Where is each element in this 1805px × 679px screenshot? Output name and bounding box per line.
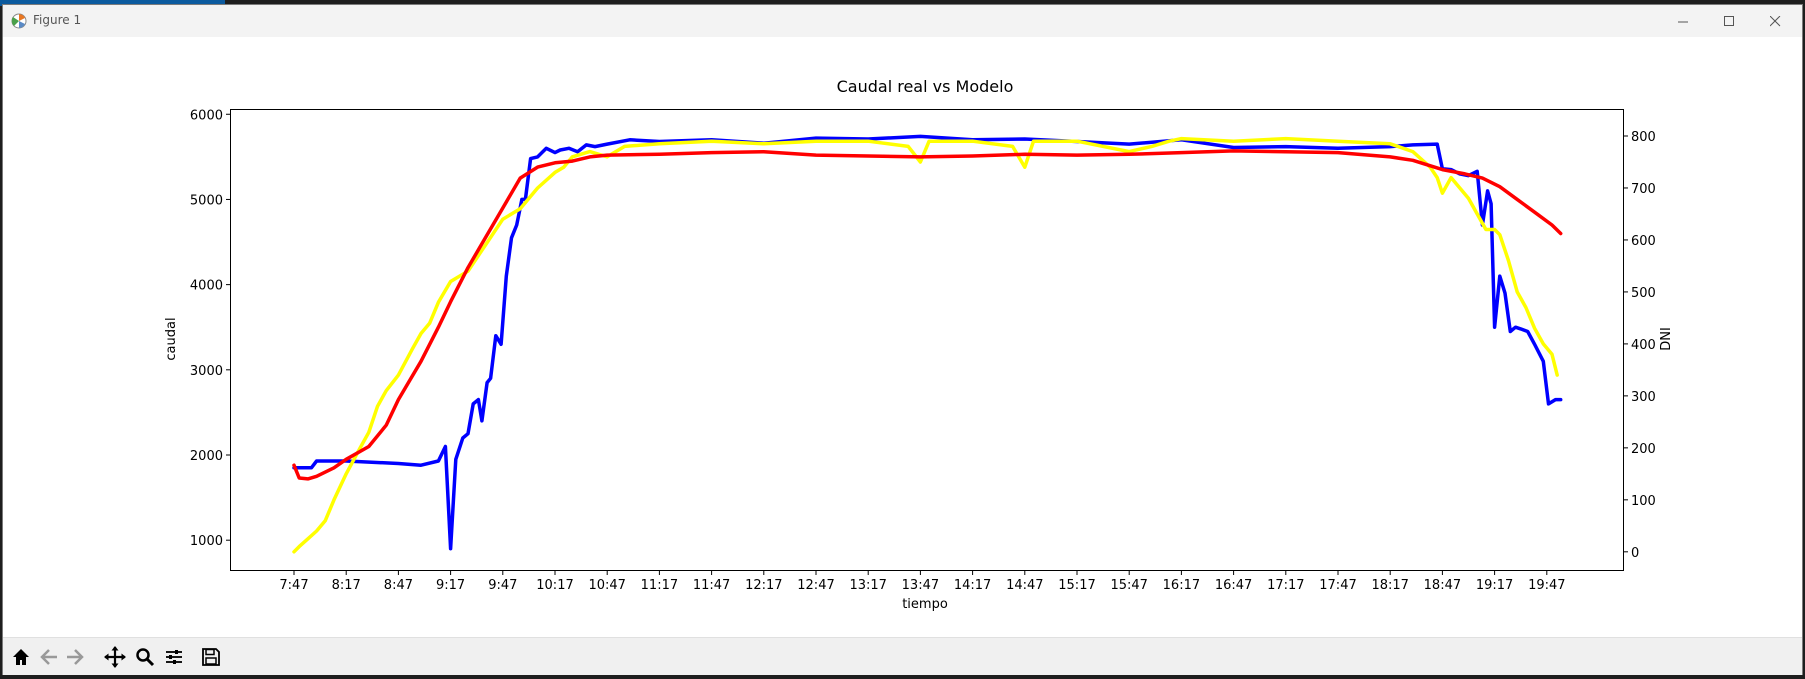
x-tick-label: 13:17 bbox=[849, 578, 886, 593]
y-right-tick-label: 700 bbox=[1631, 182, 1656, 197]
save-button[interactable] bbox=[199, 646, 223, 668]
y-right-tick-label: 0 bbox=[1631, 546, 1639, 561]
y-right-tick-label: 800 bbox=[1631, 130, 1656, 145]
navigation-toolbar bbox=[3, 637, 1802, 675]
y-tick-label: 1000 bbox=[190, 534, 223, 549]
back-button[interactable] bbox=[37, 646, 61, 668]
x-tick-label: 11:17 bbox=[641, 578, 678, 593]
y-right-axis-label: DNI bbox=[1659, 327, 1674, 351]
zoom-button[interactable] bbox=[133, 646, 157, 668]
minimize-button[interactable] bbox=[1660, 5, 1706, 37]
x-tick-label: 15:17 bbox=[1058, 578, 1095, 593]
x-tick-label: 10:17 bbox=[536, 578, 573, 593]
zoom-icon bbox=[136, 648, 155, 667]
x-tick-label: 14:47 bbox=[1006, 578, 1043, 593]
x-tick-label: 13:47 bbox=[902, 578, 939, 593]
plot-frame bbox=[230, 109, 1624, 571]
x-tick-label: 11:47 bbox=[693, 578, 730, 593]
x-tick-label: 18:47 bbox=[1424, 578, 1461, 593]
y-tick-label: 6000 bbox=[190, 108, 223, 123]
background-editor-strip bbox=[0, 0, 1805, 6]
forward-icon bbox=[67, 649, 84, 665]
x-tick-label: 15:47 bbox=[1110, 578, 1147, 593]
forward-button[interactable] bbox=[63, 646, 87, 668]
x-tick-label: 17:17 bbox=[1267, 578, 1304, 593]
y-right-tick-label: 200 bbox=[1631, 442, 1656, 457]
figure-canvas[interactable]: Caudal real vs Modelo tiempo caudal DNI … bbox=[3, 37, 1802, 637]
x-tick-label: 12:47 bbox=[797, 578, 834, 593]
x-tick-label: 7:47 bbox=[279, 578, 308, 593]
configure-subplots-button[interactable] bbox=[162, 646, 186, 668]
chart-title: Caudal real vs Modelo bbox=[837, 77, 1014, 96]
x-axis-label: tiempo bbox=[902, 597, 948, 612]
x-tick-label: 17:47 bbox=[1319, 578, 1356, 593]
y-tick-label: 3000 bbox=[190, 364, 223, 379]
x-tick-label: 8:17 bbox=[332, 578, 361, 593]
y-tick-label: 5000 bbox=[190, 193, 223, 208]
matplotlib-app-icon bbox=[11, 13, 27, 29]
x-tick-label: 16:17 bbox=[1163, 578, 1200, 593]
close-icon bbox=[1769, 15, 1780, 26]
title-bar[interactable]: Figure 1 bbox=[3, 5, 1802, 37]
y-right-tick-label: 100 bbox=[1631, 494, 1656, 509]
x-tick-label: 10:47 bbox=[588, 578, 625, 593]
x-tick-label: 19:17 bbox=[1476, 578, 1513, 593]
y-tick-label: 2000 bbox=[190, 449, 223, 464]
x-tick-label: 12:17 bbox=[745, 578, 782, 593]
y-axis-label: caudal bbox=[164, 317, 179, 360]
save-icon bbox=[202, 648, 220, 666]
maximize-icon bbox=[1723, 15, 1734, 26]
pan-button[interactable] bbox=[103, 646, 127, 668]
series-line-yellow bbox=[292, 136, 1559, 554]
minimize-icon bbox=[1677, 21, 1688, 22]
y-right-tick-label: 500 bbox=[1631, 286, 1656, 301]
editor-accent-bar bbox=[0, 0, 225, 6]
home-icon bbox=[13, 649, 29, 665]
y-tick-label: 4000 bbox=[190, 279, 223, 294]
line-chart[interactable]: Caudal real vs Modelo tiempo caudal DNI … bbox=[3, 37, 1802, 637]
home-button[interactable] bbox=[9, 646, 33, 668]
x-tick-label: 16:47 bbox=[1215, 578, 1252, 593]
x-tick-label: 18:17 bbox=[1371, 578, 1408, 593]
configure-subplots-icon bbox=[166, 650, 182, 664]
close-button[interactable] bbox=[1752, 5, 1798, 37]
x-tick-label: 19:47 bbox=[1528, 578, 1565, 593]
x-tick-label: 8:47 bbox=[384, 578, 413, 593]
x-tick-label: 9:17 bbox=[436, 578, 465, 593]
x-tick-label: 9:47 bbox=[488, 578, 517, 593]
figure-window: Figure 1 Caudal real vs Modelo tiempo ca… bbox=[2, 4, 1803, 675]
series-line-blue bbox=[292, 134, 1563, 551]
y-right-tick-label: 300 bbox=[1631, 390, 1656, 405]
series-line-red bbox=[292, 149, 1563, 481]
x-tick-label: 14:17 bbox=[954, 578, 991, 593]
window-title: Figure 1 bbox=[33, 13, 82, 27]
y-right-tick-label: 600 bbox=[1631, 234, 1656, 249]
back-icon bbox=[40, 649, 57, 665]
y-right-tick-label: 400 bbox=[1631, 338, 1656, 353]
maximize-button[interactable] bbox=[1706, 5, 1752, 37]
pan-icon bbox=[104, 646, 126, 668]
